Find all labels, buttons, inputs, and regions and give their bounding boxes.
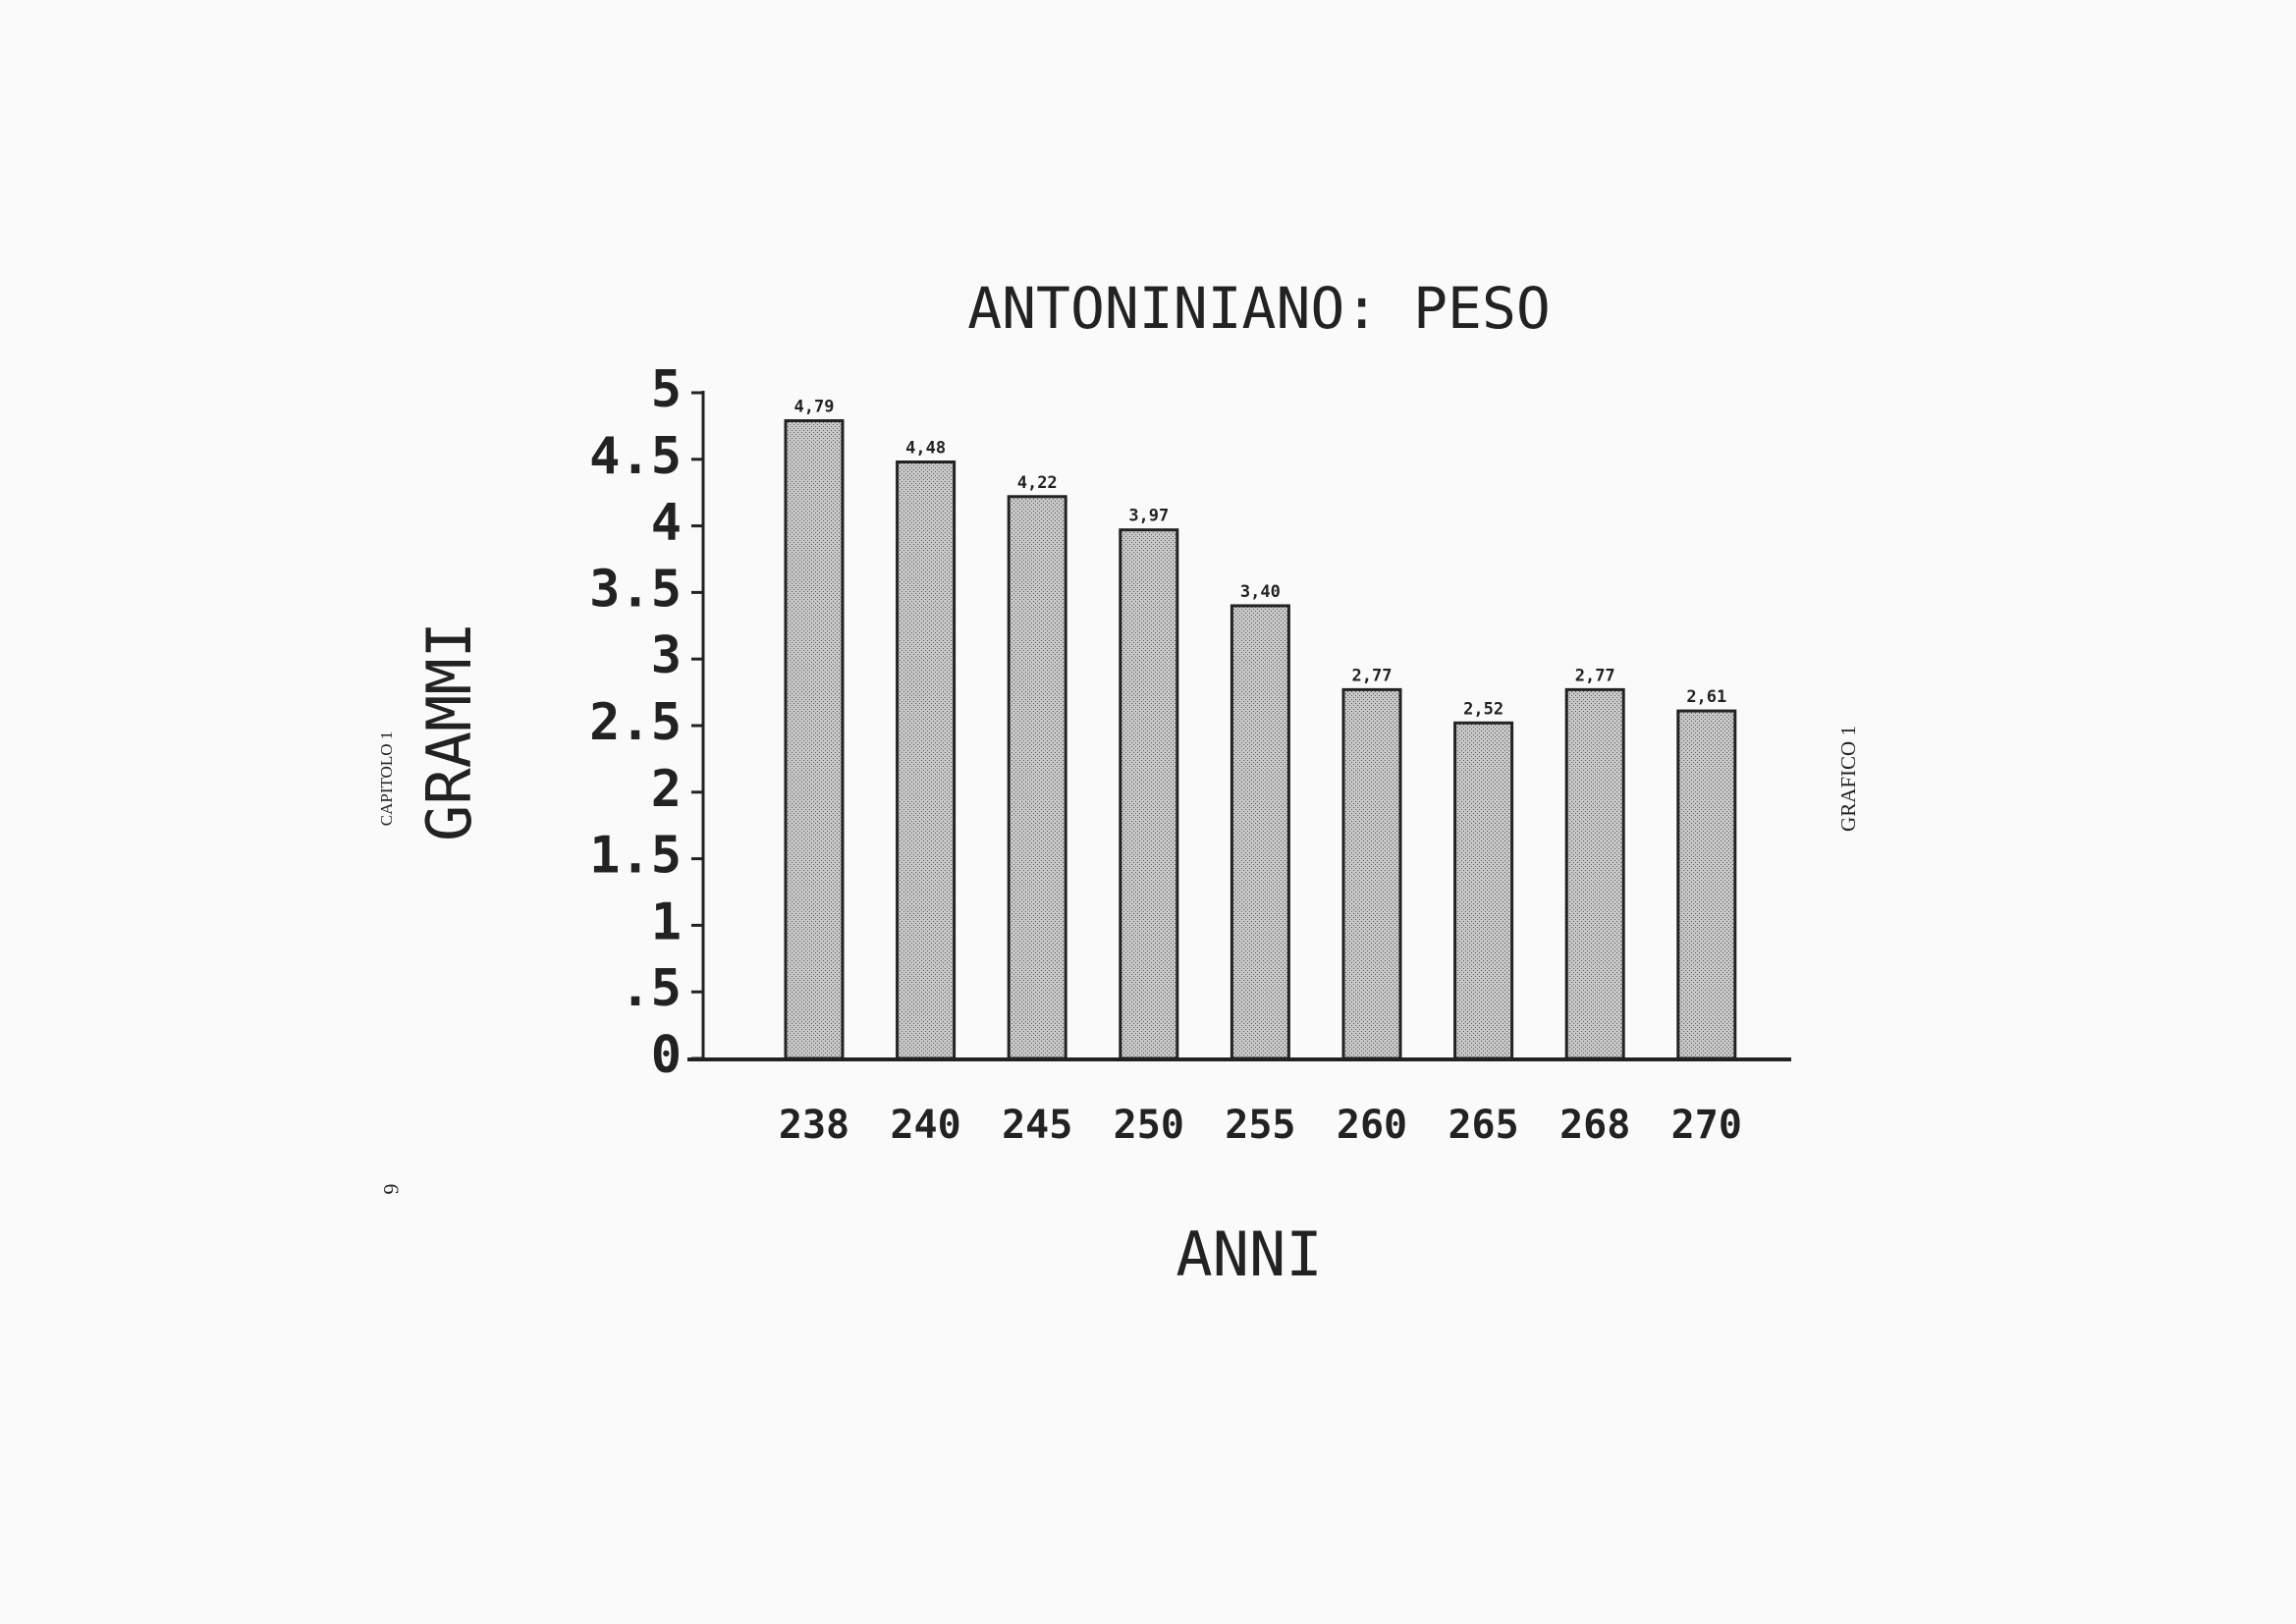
value-label: 4,79 [794,397,835,416]
y-tick-label: 0 [651,1026,682,1085]
bar [1230,604,1290,1060]
bar [784,418,845,1060]
y-tick-label: .5 [620,959,682,1018]
y-tick-label: 3.5 [589,560,682,619]
y-tick-label: 5 [651,360,682,419]
value-label: 2,52 [1463,699,1503,719]
bar [1341,687,1402,1060]
y-tick-label: 2 [651,760,682,819]
value-label: 2,77 [1352,666,1393,685]
bar [1676,709,1737,1060]
x-tick-label: 245 [1002,1103,1072,1148]
page-number: 6 [379,1184,404,1195]
y-tick-label: 3 [651,626,682,685]
y-tick-label: 1.5 [589,827,682,886]
x-tick-label: 255 [1225,1103,1295,1148]
x-tick-label: 238 [779,1103,849,1148]
y-axis-label: GRAMMI [413,622,485,841]
x-tick-label: 270 [1671,1103,1742,1148]
y-tick-label: 4.5 [589,427,682,486]
y-tick-label: 2.5 [589,693,682,752]
value-label: 3,97 [1128,507,1169,526]
x-tick-label: 268 [1559,1103,1630,1148]
bar [1119,528,1179,1060]
x-tick-label: 240 [890,1103,960,1148]
value-label: 3,40 [1240,582,1281,602]
x-tick-label: 260 [1337,1103,1407,1148]
x-tick-label: 265 [1448,1103,1518,1148]
chart-title: ANTONINIANO: PESO [967,275,1551,342]
bar [1007,495,1067,1060]
bar [1564,687,1625,1060]
value-label: 4,22 [1017,473,1058,493]
x-tick-label: 250 [1114,1103,1184,1148]
value-label: 4,48 [905,439,946,459]
figure-label: GRAFICO 1 [1836,726,1860,832]
x-axis-label: ANNI [1175,1218,1322,1290]
y-tick-label: 4 [651,494,682,553]
bar [896,460,957,1060]
value-label: 2,61 [1686,687,1726,707]
value-label: 2,77 [1575,666,1615,685]
chapter-label: CAPITOLO 1 [377,731,396,827]
y-tick-label: 1 [651,893,682,951]
bar [1453,721,1514,1060]
